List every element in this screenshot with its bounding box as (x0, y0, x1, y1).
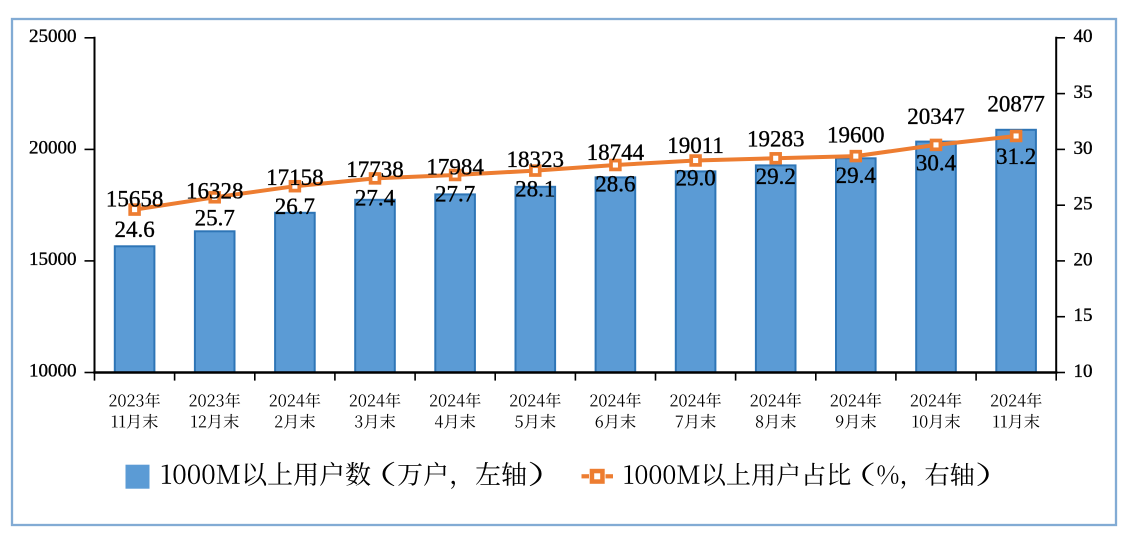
svg-text:18744: 18744 (587, 140, 645, 165)
svg-text:10: 10 (1074, 361, 1093, 382)
svg-text:40: 40 (1074, 26, 1093, 47)
svg-text:35: 35 (1074, 82, 1093, 103)
svg-text:20347: 20347 (907, 104, 965, 129)
svg-text:28.1: 28.1 (515, 177, 555, 202)
svg-text:27.7: 27.7 (435, 181, 475, 206)
svg-text:19011: 19011 (667, 133, 724, 158)
svg-text:15: 15 (1074, 305, 1093, 326)
svg-text:29.2: 29.2 (756, 164, 796, 189)
svg-text:15658: 15658 (106, 186, 164, 211)
svg-text:20877: 20877 (987, 91, 1045, 116)
svg-text:20: 20 (1074, 249, 1093, 270)
svg-text:27.4: 27.4 (355, 186, 396, 211)
svg-text:19283: 19283 (747, 126, 805, 151)
svg-text:19600: 19600 (827, 122, 885, 147)
svg-text:16328: 16328 (186, 179, 244, 204)
svg-text:28.6: 28.6 (595, 171, 635, 196)
svg-text:31.2: 31.2 (996, 144, 1036, 169)
svg-text:25000: 25000 (29, 26, 77, 47)
svg-text:15000: 15000 (29, 249, 77, 270)
svg-text:29.4: 29.4 (836, 163, 877, 188)
svg-text:17984: 17984 (426, 154, 484, 179)
svg-text:30.4: 30.4 (916, 151, 957, 176)
svg-text:26.7: 26.7 (275, 194, 315, 219)
svg-text:20000: 20000 (29, 138, 77, 159)
svg-text:29.0: 29.0 (675, 166, 715, 191)
svg-text:25.7: 25.7 (195, 206, 235, 231)
svg-text:30: 30 (1074, 138, 1093, 159)
svg-text:17158: 17158 (266, 165, 324, 190)
svg-text:25: 25 (1074, 194, 1093, 215)
svg-text:17738: 17738 (346, 157, 404, 182)
svg-text:10000: 10000 (29, 361, 77, 382)
svg-text:18323: 18323 (507, 147, 565, 172)
svg-text:24.6: 24.6 (114, 217, 154, 242)
